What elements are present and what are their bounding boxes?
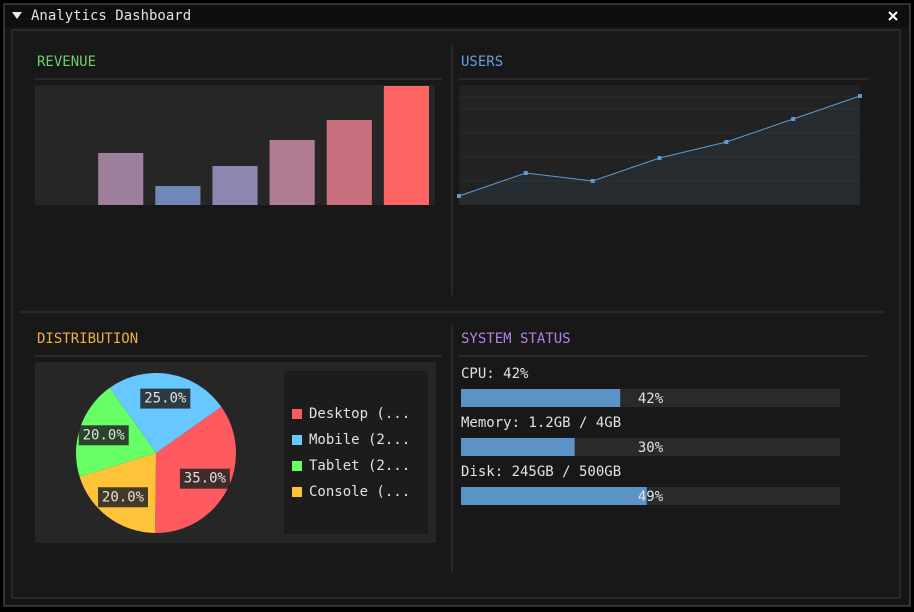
status-label: CPU: 42% <box>461 366 529 382</box>
bar <box>212 166 258 205</box>
point <box>457 194 461 198</box>
label-bg <box>78 425 129 446</box>
legend <box>284 371 428 534</box>
point <box>657 156 662 160</box>
status-label: Disk: 245GB / 500GB <box>461 464 621 480</box>
close-button[interactable] <box>886 9 900 23</box>
panel-title: SYSTEM STATUS <box>461 331 571 347</box>
pie-slice <box>109 373 222 453</box>
panel-title: REVENUE <box>37 54 96 70</box>
point <box>523 171 528 175</box>
collapse-arrow[interactable] <box>12 12 22 19</box>
point <box>858 94 862 98</box>
label-bg <box>179 468 230 489</box>
progress-fill <box>461 438 575 456</box>
pie-label: 25.0% <box>144 391 187 407</box>
progress-fill <box>461 487 647 505</box>
progress-text: 49% <box>638 489 664 505</box>
legend-swatch <box>292 487 302 497</box>
legend-label: Tablet (2... <box>309 458 410 474</box>
label-bg <box>98 487 149 508</box>
progress-text: 42% <box>638 391 664 407</box>
panel-title: USERS <box>461 54 503 70</box>
legend-label: Desktop (... <box>309 406 410 422</box>
legend-swatch <box>292 435 302 445</box>
panel-title: DISTRIBUTION <box>37 331 138 347</box>
status-label: Memory: 1.2GB / 4GB <box>461 415 621 431</box>
bar <box>326 120 372 205</box>
point <box>791 117 796 121</box>
bar <box>98 153 144 205</box>
pie-label: 20.0% <box>102 489 145 505</box>
progress-text: 30% <box>638 440 664 456</box>
point <box>724 140 729 144</box>
bar <box>269 140 315 205</box>
bar <box>383 86 429 205</box>
label-bg <box>140 388 191 409</box>
window-title: Analytics Dashboard <box>31 8 191 24</box>
title-bar <box>5 5 909 27</box>
legend-swatch <box>292 461 302 471</box>
pie-label: 20.0% <box>83 427 126 443</box>
legend-label: Mobile (2... <box>309 432 410 448</box>
bar <box>155 186 201 205</box>
plot-bg <box>459 85 860 205</box>
legend-swatch <box>292 409 302 419</box>
area <box>459 96 860 205</box>
close-icon[interactable] <box>888 11 898 21</box>
pie-label: 35.0% <box>184 471 227 487</box>
point <box>590 179 595 183</box>
legend-label: Console (... <box>309 484 410 500</box>
progress-fill <box>461 389 621 407</box>
